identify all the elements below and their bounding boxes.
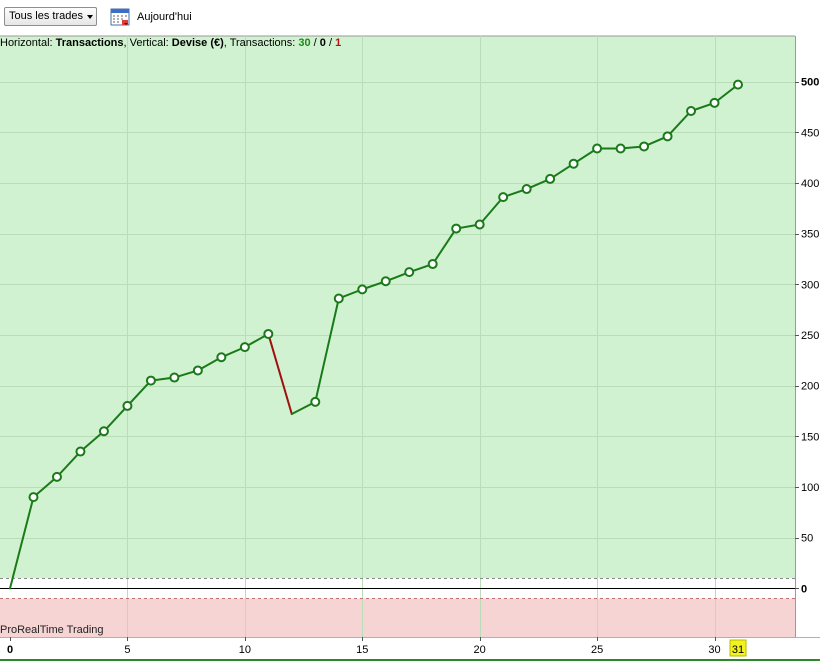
- data-point: [545, 173, 556, 184]
- gain-segment: [478, 196, 505, 226]
- data-point: [380, 276, 391, 287]
- y-tick-label: 500: [801, 77, 819, 89]
- current-x-marker: [729, 639, 747, 657]
- gain-segment: [314, 297, 340, 403]
- data-point: [404, 267, 415, 278]
- data-point: [568, 158, 579, 169]
- data-point: [75, 446, 86, 457]
- current-x-label: 31: [732, 644, 744, 656]
- y-tick-label: 150: [801, 431, 819, 443]
- x-tick-label: 0: [7, 644, 13, 656]
- data-point: [145, 375, 156, 386]
- gain-segment: [102, 404, 129, 433]
- y-axis-ticks: 0 50 100 150 200 250 300 350 400 450 500: [795, 77, 819, 595]
- gain-segment: [126, 379, 152, 407]
- count-zero: 0: [319, 37, 326, 49]
- gain-segment: [55, 450, 82, 478]
- gain-segment: [431, 227, 458, 266]
- loss-segment: [267, 332, 293, 416]
- data-point: [192, 365, 203, 376]
- vertical-prefix: , Vertical:: [123, 37, 172, 49]
- chart-zones: [0, 35, 820, 661]
- count-separator-2: /: [325, 37, 336, 49]
- trades-filter-label: Tous les trades: [9, 10, 83, 22]
- data-point: [310, 396, 321, 407]
- gain-segment: [666, 109, 693, 138]
- data-point: [498, 192, 509, 203]
- data-point: [521, 184, 532, 195]
- horizontal-value: Transactions: [55, 37, 124, 49]
- count-negative: 1: [335, 37, 342, 49]
- data-point: [474, 219, 485, 230]
- data-point: [357, 284, 368, 295]
- data-point: [51, 471, 62, 482]
- horizontal-prefix: Horizontal:: [0, 37, 56, 49]
- transactions-prefix: , Transactions:: [223, 37, 299, 49]
- data-point: [28, 492, 39, 503]
- y-tick-label: 0: [801, 583, 807, 595]
- data-point: [169, 372, 180, 383]
- y-tick-label: 450: [801, 127, 819, 139]
- toolbar: Tous les trades Aujourd'hui: [0, 0, 820, 36]
- y-tick-label: 50: [801, 533, 813, 545]
- equity-points: [28, 79, 743, 503]
- negative-zone: [0, 598, 795, 637]
- y-tick-label: 200: [801, 381, 819, 393]
- data-point: [733, 79, 743, 90]
- x-tick-label: 20: [474, 644, 486, 656]
- gain-segment: [79, 430, 105, 453]
- x-tick-label: 30: [708, 644, 720, 656]
- brand-label: ProRealTime Trading: [0, 624, 104, 636]
- x-tick-label: 25: [591, 644, 603, 656]
- data-point: [216, 352, 227, 363]
- x-axis-ticks: 0 5 10 15 20 25 30 31: [7, 637, 747, 657]
- chart-grid: [0, 36, 795, 637]
- vertical-value: Devise (€): [171, 37, 224, 49]
- data-point: [615, 143, 626, 154]
- positive-zone: [0, 36, 795, 579]
- calendar-icon[interactable]: [110, 7, 131, 27]
- data-point: [333, 293, 344, 304]
- data-point: [263, 328, 274, 339]
- y-tick-label: 100: [801, 482, 819, 494]
- chevron-down-icon: [87, 15, 93, 19]
- y-tick-label: 250: [801, 330, 819, 342]
- y-tick-label: 300: [801, 279, 819, 291]
- count-separator-1: /: [310, 37, 320, 49]
- gain-segment: [32, 475, 58, 499]
- data-point: [239, 342, 250, 353]
- data-point: [639, 141, 650, 152]
- data-point: [592, 143, 603, 154]
- trades-filter-dropdown[interactable]: Tous les trades: [4, 7, 97, 26]
- x-tick-label: 5: [124, 644, 130, 656]
- gain-segment: [9, 496, 35, 590]
- data-point: [427, 259, 438, 270]
- data-point: [662, 131, 673, 142]
- data-point: [686, 105, 697, 116]
- chart-info-line: Horizontal: Transactions, Vertical: Devi…: [0, 37, 341, 49]
- x-tick-label: 10: [239, 644, 251, 656]
- y-tick-label: 350: [801, 229, 819, 241]
- x-tick-label: 15: [356, 644, 368, 656]
- today-button[interactable]: Aujourd'hui: [137, 11, 192, 23]
- count-positive: 30: [298, 37, 311, 49]
- data-point: [451, 223, 462, 234]
- data-point: [98, 426, 109, 437]
- data-point: [709, 97, 720, 108]
- data-point: [122, 400, 133, 411]
- y-tick-label: 400: [801, 178, 819, 190]
